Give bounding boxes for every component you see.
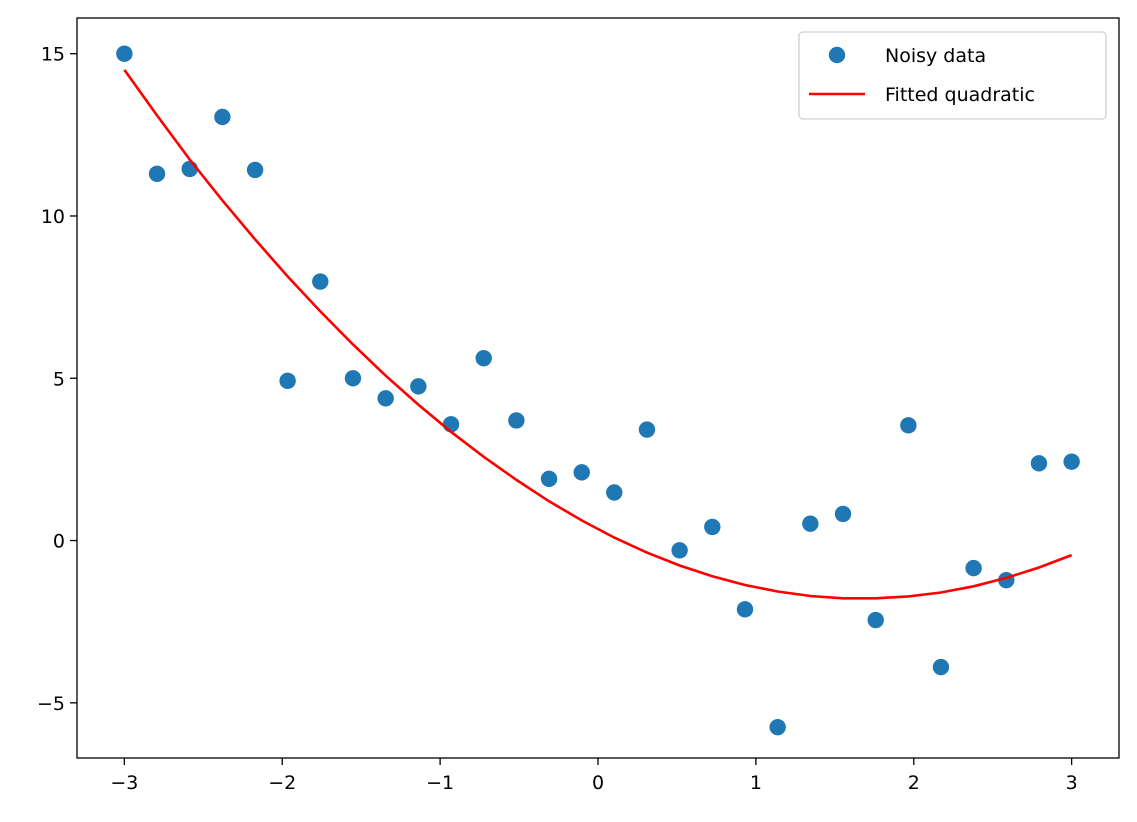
axes-frame [76, 17, 1120, 759]
scatter-point [900, 417, 917, 434]
scatter-point [965, 559, 982, 577]
scatter-point [1063, 453, 1080, 470]
scatter-point [867, 611, 884, 629]
scatter-point [769, 718, 786, 736]
legend: Noisy data Fitted quadratic [798, 31, 1107, 120]
x-tick-label: −1 [426, 772, 454, 794]
scatter-point [475, 349, 492, 367]
legend-label-fitted-quadratic: Fitted quadratic [885, 84, 1035, 106]
scatter-point [312, 273, 329, 290]
scatter-point [214, 108, 231, 126]
y-tick-label: 15 [41, 44, 65, 66]
x-tick-label: 3 [1066, 772, 1078, 794]
scatter-point [606, 484, 623, 501]
fitted-line [123, 69, 1073, 600]
x-tick-label: −3 [110, 772, 138, 794]
scatter-point [540, 470, 558, 488]
scatter-point [802, 515, 819, 532]
scatter-series [116, 45, 1080, 736]
scatter-point [671, 542, 688, 559]
scatter-point [181, 160, 198, 178]
x-tick-label: 0 [592, 772, 604, 794]
scatter-point [410, 378, 427, 395]
scatter-point [442, 416, 460, 433]
x-tick-label: 1 [750, 772, 762, 794]
scatter-point [148, 165, 166, 182]
scatter-point [736, 601, 754, 618]
scatter-point [704, 518, 721, 536]
scatter-point [638, 421, 656, 438]
x-axis: −3 −2 −1 0 1 2 3 [110, 758, 1078, 794]
plot-area [116, 45, 1080, 736]
scatter-point [279, 372, 296, 390]
legend-marker-noisy-data [828, 46, 846, 64]
x-tick-label: −2 [268, 772, 296, 794]
y-axis: −5 0 5 10 15 [37, 44, 77, 715]
legend-box [798, 31, 1107, 120]
scatter-point [508, 412, 525, 429]
y-tick-label: 5 [53, 368, 65, 390]
scatter-point [834, 505, 852, 523]
scatter-point [377, 390, 394, 407]
scatter-point [573, 464, 590, 481]
scatter-point [1030, 455, 1048, 472]
y-tick-label: 0 [53, 531, 65, 553]
scatter-point [246, 161, 264, 179]
y-tick-label: 10 [41, 206, 65, 228]
scatter-point [344, 370, 362, 387]
x-tick-label: 2 [908, 772, 920, 794]
legend-label-noisy-data: Noisy data [885, 45, 986, 67]
scatter-point [116, 45, 133, 62]
scatter-point [932, 658, 950, 676]
y-tick-label: −5 [37, 693, 65, 715]
